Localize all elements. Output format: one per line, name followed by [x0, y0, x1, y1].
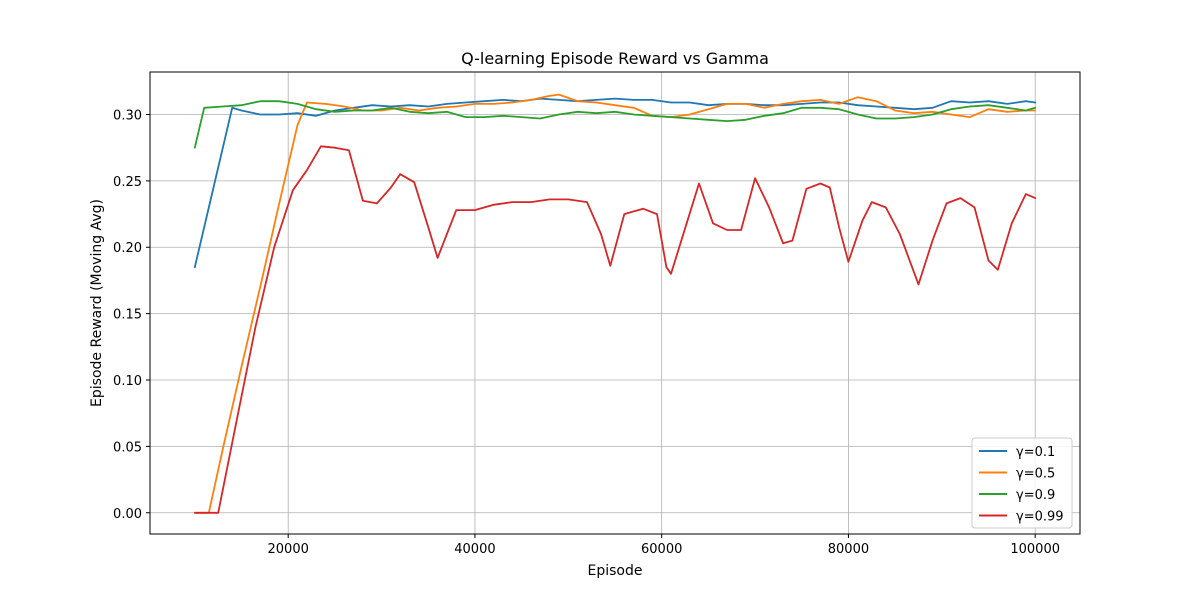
legend-label: γ=0.5 [1016, 467, 1055, 482]
x-tick-label: 40000 [454, 542, 495, 557]
y-tick-label: 0.10 [113, 374, 142, 389]
legend-label: γ=0.99 [1016, 510, 1064, 525]
chart-title: Q-learning Episode Reward vs Gamma [461, 49, 769, 68]
x-axis-ticks: 20000 40000 60000 80000 100000 [268, 534, 1060, 557]
series-line-2 [193, 100, 1037, 149]
x-tick-label: 100000 [1010, 542, 1060, 557]
x-tick-label: 80000 [828, 542, 869, 557]
x-tick-label: 20000 [268, 542, 309, 557]
x-tick-label: 60000 [641, 542, 682, 557]
y-tick-label: 0.00 [113, 507, 142, 522]
x-axis-label: Episode [588, 563, 643, 579]
y-axis-ticks: 0.00 0.05 0.10 0.15 0.20 0.25 0.30 [113, 108, 150, 522]
y-tick-label: 0.30 [113, 108, 142, 123]
y-tick-label: 0.15 [113, 308, 142, 323]
legend-label: γ=0.9 [1016, 488, 1055, 503]
y-tick-label: 0.20 [113, 241, 142, 256]
y-tick-label: 0.05 [113, 440, 142, 455]
legend: γ=0.1 γ=0.5 γ=0.9 γ=0.99 [971, 437, 1073, 529]
y-tick-label: 0.25 [113, 175, 142, 190]
series-line-3 [193, 145, 1037, 514]
series-line-1 [193, 93, 1037, 514]
series-layer [193, 93, 1037, 514]
y-axis-label: Episode Reward (Moving Avg) [89, 199, 105, 407]
legend-box [971, 437, 1073, 529]
plot-frame [149, 71, 1081, 535]
series-line-0 [193, 97, 1037, 269]
legend-label: γ=0.1 [1016, 445, 1055, 460]
